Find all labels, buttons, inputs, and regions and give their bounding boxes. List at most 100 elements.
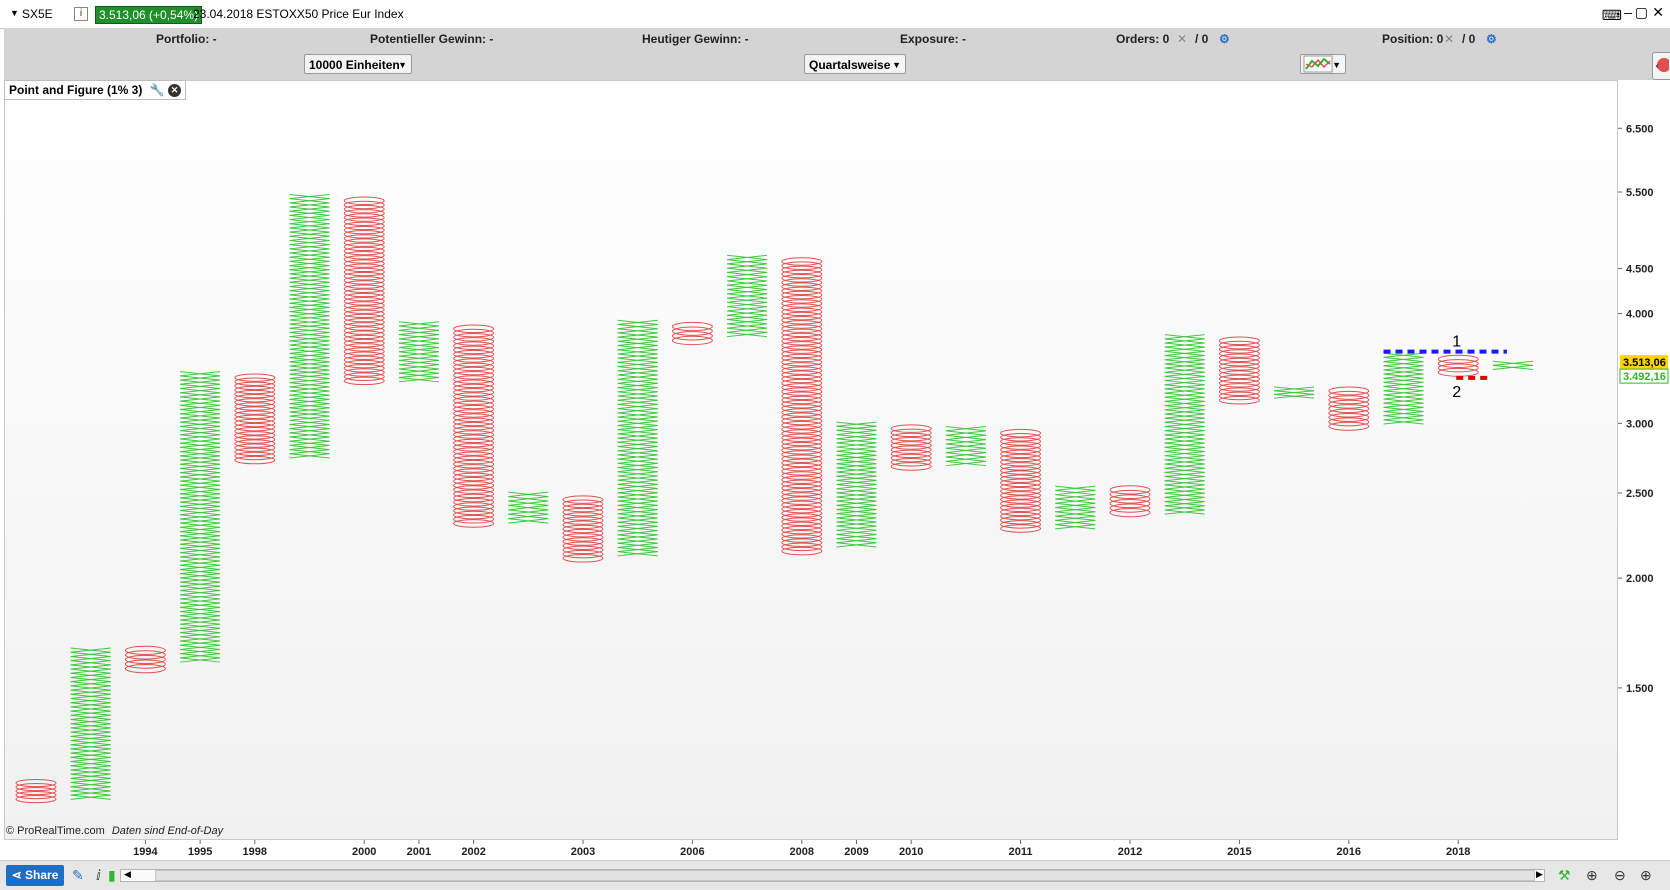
x-box [1492, 360, 1533, 366]
scroll-left-icon[interactable]: ◀ [124, 869, 131, 879]
x-box [289, 302, 330, 308]
zoom-area-icon[interactable]: ⊕ [1586, 867, 1598, 883]
units-select[interactable]: 10000 Einheiten ▼ [304, 54, 412, 74]
x-box [289, 210, 330, 216]
x-box [70, 777, 111, 784]
o-box [453, 404, 495, 414]
o-column [1000, 428, 1042, 533]
x-box [617, 488, 658, 494]
data-note: Daten sind End-of-Day [111, 825, 224, 837]
candlestick-icon[interactable]: ▮ [108, 867, 116, 883]
x-box [1383, 398, 1424, 404]
o-box [453, 396, 495, 406]
o-box [234, 435, 276, 444]
zoom-out-icon[interactable]: ⊖ [1614, 867, 1626, 883]
o-box [453, 409, 495, 418]
x-box [1164, 371, 1205, 377]
x-box [289, 394, 330, 400]
o-box [562, 554, 604, 563]
info-icon[interactable]: i [74, 7, 88, 21]
orders-cancel-icon[interactable]: ✕ [1177, 32, 1188, 46]
o-box [781, 378, 823, 388]
x-box [180, 484, 221, 491]
x-box [289, 319, 330, 325]
x-box [945, 447, 986, 454]
o-box [453, 328, 495, 338]
account-bar: Portfolio: - Potentieller Gewinn: - Heut… [4, 28, 1670, 50]
position-cancel-icon[interactable]: ✕ [1444, 32, 1455, 46]
o-box [234, 422, 276, 432]
position-settings-icon[interactable]: ⚙ [1486, 32, 1497, 46]
x-tick-label: 2015 [1227, 846, 1251, 858]
x-box [289, 432, 330, 438]
symbol-dropdown-icon[interactable]: ▼ [10, 8, 19, 18]
o-box [1218, 395, 1260, 405]
x-box [180, 653, 221, 659]
close-chart-icon[interactable]: ✕ [167, 84, 181, 98]
x-box [289, 202, 330, 208]
o-box [890, 445, 932, 454]
o-box [562, 524, 604, 534]
o-box [343, 334, 385, 344]
drawing-tools-icon[interactable]: ✎ [72, 867, 84, 883]
x-box [1383, 361, 1424, 367]
x-box [1164, 451, 1205, 457]
o-box [343, 322, 385, 331]
o-box [781, 349, 823, 359]
o-box [343, 196, 385, 206]
x-box [1383, 419, 1424, 425]
x-box [836, 475, 877, 481]
zoom-in-icon[interactable]: ⊕ [1640, 867, 1652, 883]
chart-settings-icon[interactable]: ⚒ [1558, 867, 1571, 883]
x-box [289, 423, 330, 430]
o-box [781, 546, 823, 556]
position-total-label: / 0 [1462, 32, 1476, 46]
o-box [15, 790, 57, 800]
o-box [453, 459, 495, 469]
chevron-down-icon: ▼ [398, 60, 407, 70]
chevron-down-icon: ▼ [892, 60, 901, 70]
o-column [453, 324, 495, 528]
x-box [1164, 346, 1205, 352]
x-box [289, 227, 330, 233]
scroll-right-icon[interactable]: ▶ [1536, 869, 1543, 879]
support-label: 2 [1452, 384, 1461, 401]
o-box [562, 545, 604, 555]
orders-settings-icon[interactable]: ⚙ [1219, 32, 1230, 46]
x-box [180, 526, 221, 533]
x-box [289, 223, 330, 229]
o-column [1328, 386, 1370, 431]
o-box [781, 366, 823, 375]
o-box [781, 513, 823, 522]
x-box [180, 590, 221, 596]
minimize-button[interactable]: – [1624, 4, 1632, 20]
x-box [617, 387, 658, 393]
share-button[interactable]: ⋖ Share [6, 865, 64, 886]
x-box [70, 664, 111, 670]
scrollbar-thumb[interactable] [155, 870, 1535, 881]
close-button[interactable]: ✕ [1652, 4, 1664, 20]
x-box [727, 271, 768, 278]
x-column [508, 491, 549, 524]
o-box [234, 381, 276, 391]
x-box [836, 463, 877, 469]
maximize-button[interactable]: ▢ [1634, 4, 1648, 20]
x-box [289, 239, 330, 246]
x-box [289, 311, 330, 317]
o-box [343, 359, 385, 369]
o-box [453, 421, 495, 431]
x-box [727, 259, 768, 265]
o-box [453, 502, 495, 511]
x-box [289, 331, 330, 338]
chart-type-button[interactable]: ▼ [1300, 54, 1346, 74]
x-box [1383, 377, 1424, 383]
period-select[interactable]: Quartalsweise ▼ [804, 54, 906, 74]
indicator-icon[interactable]: ⅈ [96, 867, 101, 883]
wrench-icon[interactable]: 🔧 [149, 83, 165, 97]
o-box [343, 309, 385, 319]
x-box [727, 310, 768, 316]
o-box [890, 436, 932, 446]
keyboard-icon[interactable]: ⌨ [1601, 7, 1622, 23]
side-panel-toggle[interactable]: ‹ [1652, 52, 1670, 80]
symbol-label[interactable]: SX5E [22, 7, 53, 21]
